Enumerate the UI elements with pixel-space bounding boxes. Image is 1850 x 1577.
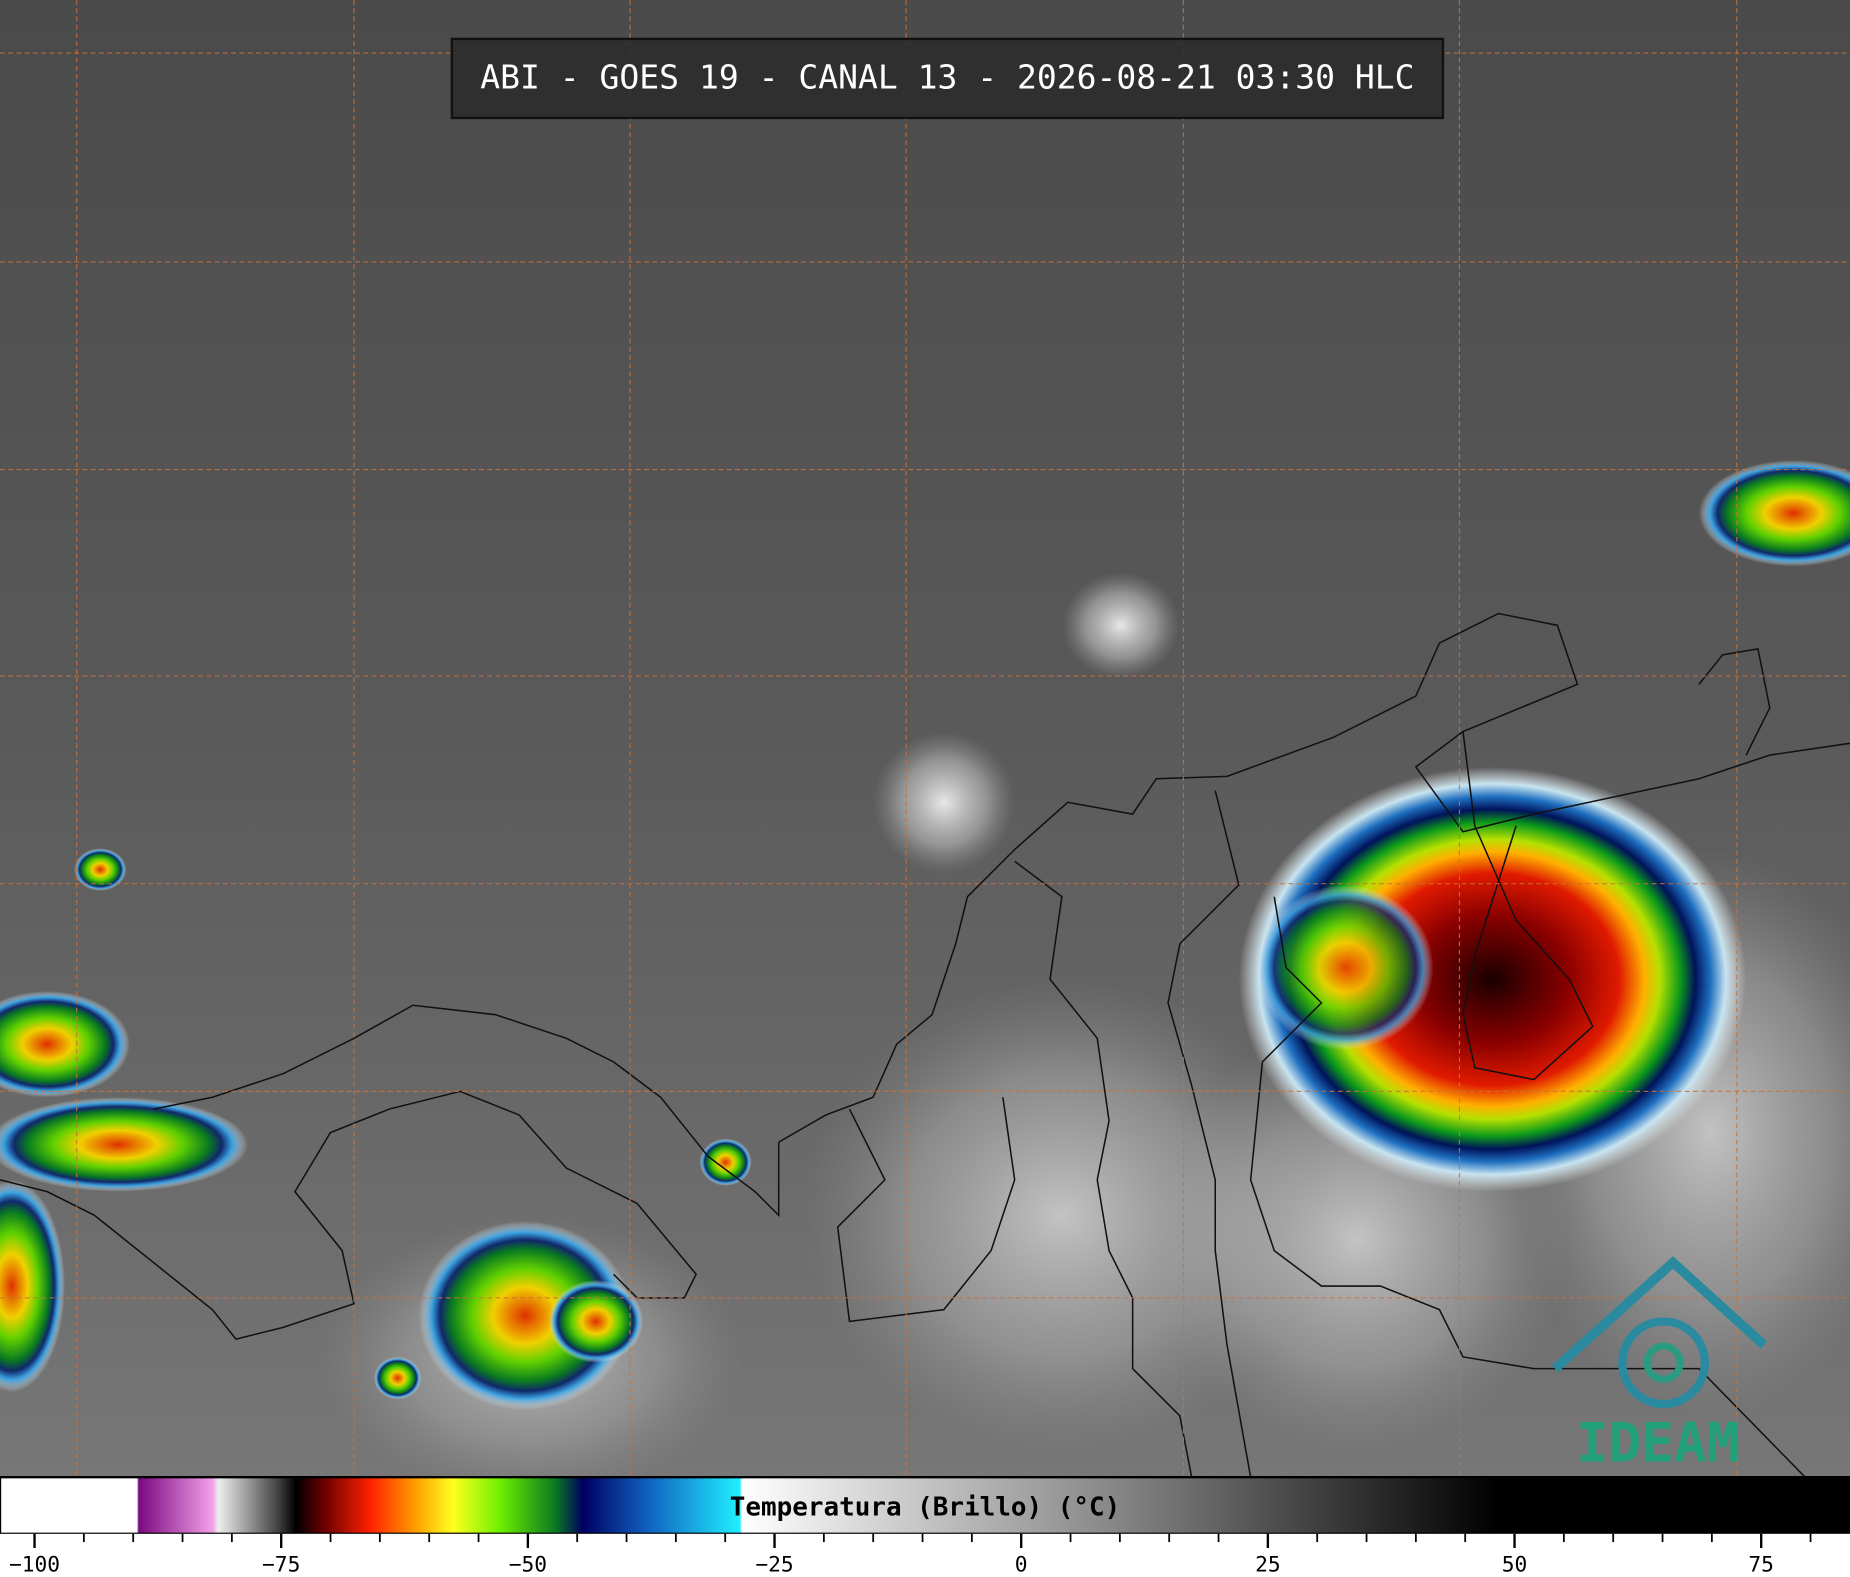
logo: IDEAM (1551, 1256, 1768, 1475)
tick-label: 0 (1015, 1553, 1028, 1577)
tick-label: 25 (1255, 1553, 1281, 1577)
coastlines (0, 612, 1850, 1478)
colorbar: Temperatura (Brillo) (°C) −100 −75 −50 −25 0… (0, 1476, 1850, 1577)
graticule (0, 0, 1850, 1478)
title-box: ABI - GOES 19 - CANAL 13 - 2026-08-21 03… (450, 37, 1445, 120)
tick-label: −100 (9, 1553, 60, 1577)
colorbar-label: Temperatura (Brillo) (°C) (730, 1492, 1120, 1522)
tick-label: 50 (1502, 1553, 1528, 1577)
clouds (0, 460, 1850, 1499)
tick-label: −25 (755, 1553, 793, 1577)
tick-label: 75 (1748, 1553, 1774, 1577)
tick-label: −75 (262, 1553, 300, 1577)
tick-label: −50 (509, 1553, 547, 1577)
title: ABI - GOES 19 - CANAL 13 - 2026-08-21 03… (480, 58, 1414, 97)
logo-text: IDEAM (1576, 1412, 1739, 1475)
